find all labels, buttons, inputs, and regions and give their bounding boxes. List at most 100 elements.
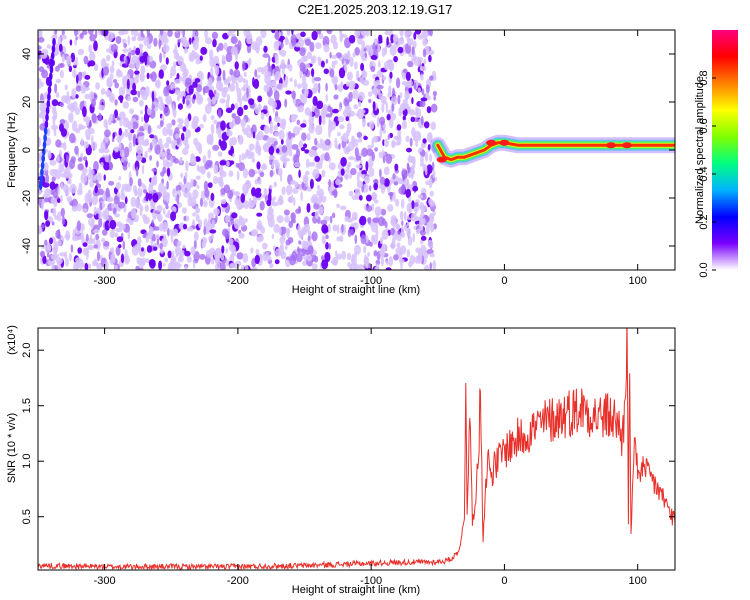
spectrogram-cell <box>400 199 405 209</box>
spectrogram-cell <box>82 106 87 118</box>
spectrogram-cell <box>315 162 323 170</box>
spectrogram-cell <box>256 223 264 231</box>
spectrogram-cell <box>153 226 160 231</box>
spectrogram-cell <box>292 126 300 136</box>
spectrogram-cell <box>314 155 321 162</box>
spectrogram-cell <box>96 172 103 182</box>
spectrogram-cell <box>54 168 58 175</box>
spectrogram-cell <box>76 220 82 232</box>
spectrogram-cell <box>154 144 161 155</box>
spectrogram-cell <box>195 214 200 222</box>
spectrogram-cell <box>158 38 161 50</box>
spectrogram-cell <box>410 116 416 123</box>
spectrogram-cell <box>350 168 357 176</box>
spectrogram-cell <box>174 89 181 96</box>
spectrogram-cell <box>198 219 203 229</box>
spectrogram-cell <box>58 163 65 173</box>
spectrogram-cell <box>166 148 171 155</box>
spectrogram-cell <box>173 158 179 164</box>
spectrogram-cell <box>260 66 265 75</box>
spectrogram-cell <box>358 137 363 143</box>
spectrogram-cell <box>285 244 288 251</box>
spectrogram-cell <box>105 187 110 198</box>
spectrogram-cell <box>66 195 73 203</box>
spectrogram-cell <box>124 196 128 204</box>
spectrogram-cell <box>293 161 301 168</box>
spectrogram-cell <box>137 90 140 98</box>
spectrogram-cell <box>381 229 389 240</box>
spectrogram-cell <box>329 51 332 59</box>
spectrogram-cell <box>358 101 362 107</box>
spectrogram-cell <box>393 254 399 261</box>
spectrogram-cell <box>64 257 69 267</box>
spectrogram-cell <box>406 227 411 237</box>
spectrogram-cell <box>257 235 264 242</box>
spectrogram-cell <box>93 160 99 172</box>
spectrogram-cell <box>274 132 280 137</box>
spectrogram-cell <box>404 30 409 38</box>
spectrogram-cell <box>407 60 414 68</box>
spectrogram-cell <box>192 40 196 48</box>
snr-plot-area <box>38 328 675 570</box>
spectrogram-cell <box>290 218 296 224</box>
spectrogram-cell <box>102 148 110 154</box>
spectrogram-cell <box>320 60 325 68</box>
colorbar-tick-label: 0.4 <box>698 166 710 181</box>
spectrogram-cell <box>389 227 395 236</box>
spectrogram-cell <box>210 67 214 78</box>
spectrogram-cell <box>54 83 58 94</box>
spectrogram-cell <box>234 115 241 125</box>
spectrogram-cell <box>38 78 42 89</box>
spectrogram-cell <box>368 158 374 169</box>
spectrogram-cell <box>408 196 412 203</box>
spectrogram-cell <box>181 207 187 214</box>
spectrogram-cell <box>322 106 327 113</box>
spectrogram-cell <box>131 55 139 64</box>
x-tick-label: -300 <box>94 575 116 587</box>
spectrogram-cell <box>429 30 433 37</box>
spectrogram-cell <box>432 260 437 270</box>
spectrogram-cell <box>57 211 62 222</box>
spectrogram-cell <box>71 88 77 99</box>
spectrogram-cell <box>144 150 148 159</box>
spectrogram-cell <box>111 137 115 143</box>
spectrogram-cell <box>288 63 293 72</box>
spectrogram-cell <box>254 69 258 78</box>
spectrogram-cell <box>199 123 204 129</box>
snr-y-ticks: 0.5 1.0 1.5 2.0 <box>21 343 675 524</box>
spectrogram-cell <box>196 126 201 132</box>
spectrogram-cell <box>249 151 255 159</box>
colorbar-gradient <box>712 30 738 270</box>
spectrogram-cell <box>144 54 148 66</box>
spectrogram-cell <box>414 216 420 221</box>
spectrogram-cell <box>51 44 56 53</box>
spectrogram-cell <box>175 248 179 258</box>
spectrogram-cell <box>234 102 239 109</box>
spectrogram-cell <box>429 200 435 208</box>
spectrogram-cell <box>243 200 250 210</box>
spectrogram-cell <box>336 203 340 209</box>
spectrogram-cell <box>146 107 152 116</box>
spectrogram-cell <box>323 44 330 53</box>
spectrogram-cell <box>237 200 241 206</box>
spectrogram-cell <box>124 128 129 138</box>
spectrogram-cell <box>300 191 303 202</box>
spectrogram-cell <box>116 70 123 78</box>
spectrogram-cell <box>373 250 378 257</box>
spectrogram-cell <box>55 257 63 265</box>
spectrogram-cell <box>114 264 118 270</box>
spectrogram-cell <box>280 59 286 70</box>
spectrogram-cell <box>426 132 433 143</box>
spectrogram-cell <box>88 51 96 62</box>
spectrogram-cell <box>280 139 284 145</box>
spectrogram-cell <box>51 221 55 226</box>
spectrogram-cell <box>377 43 381 54</box>
spectrogram-cell <box>252 131 256 139</box>
colorbar-ticks: 0.0 0.2 0.4 0.6 0.8 <box>698 70 716 278</box>
spectrogram-cell <box>263 125 270 134</box>
spectrogram-cell <box>217 108 222 119</box>
spectrogram-cell <box>432 169 436 179</box>
spectrogram-cell <box>160 64 167 71</box>
spectrogram-cell <box>279 236 285 245</box>
